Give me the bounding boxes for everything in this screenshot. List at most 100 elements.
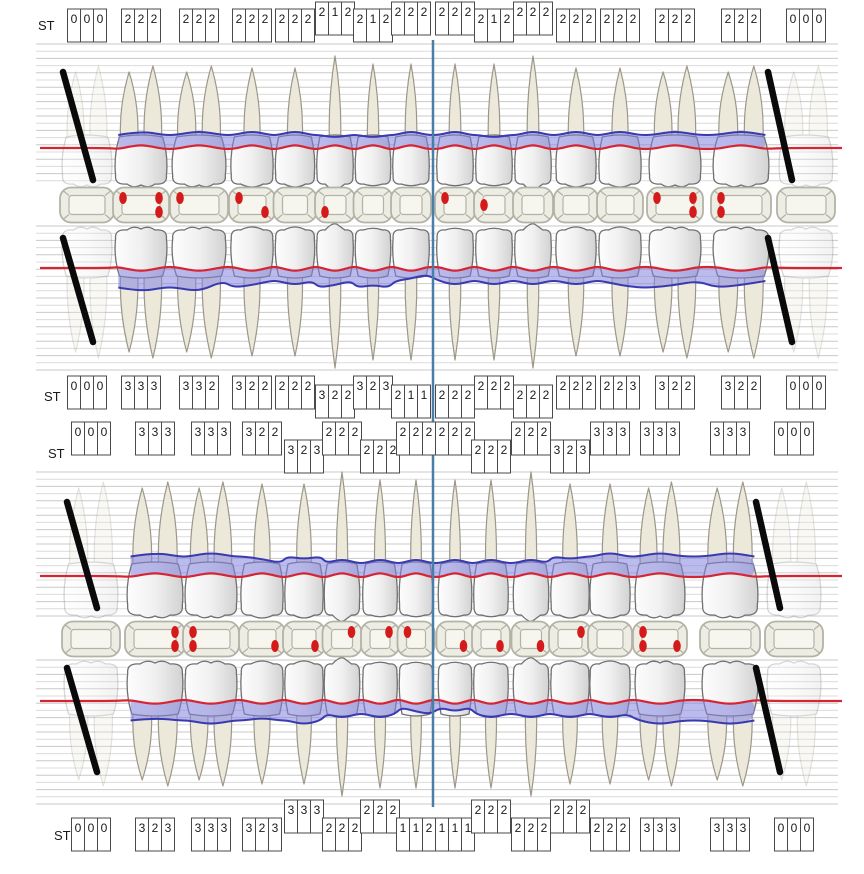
st-cell-lower-lingual-t11-s3[interactable] xyxy=(537,421,551,456)
st-cell-lower-lingual-t14-s3[interactable] xyxy=(666,421,680,456)
tooth-upper-palatal-2[interactable] xyxy=(114,226,168,359)
occlusal-lower-13[interactable] xyxy=(587,620,633,658)
tooth-upper-palatal-9[interactable] xyxy=(436,227,474,361)
occlusal-lower-15[interactable] xyxy=(699,620,761,658)
st-cell-upper-buccal-t5-s3[interactable] xyxy=(301,8,315,43)
tooth-lower-buccal-16[interactable] xyxy=(766,660,822,787)
st-cell-lower-buccal-t1-s3[interactable] xyxy=(97,817,111,852)
occlusal-lower-11[interactable] xyxy=(510,620,552,658)
occlusal-upper-13[interactable] xyxy=(596,186,644,224)
occlusal-upper-4[interactable] xyxy=(228,186,276,224)
tooth-upper-buccal-6[interactable] xyxy=(316,55,354,191)
st-cell-upper-buccal-t15-s3[interactable] xyxy=(747,8,761,43)
occlusal-upper-10[interactable] xyxy=(473,186,515,224)
st-cell-lower-buccal-t3-s3[interactable] xyxy=(217,817,231,852)
tooth-upper-palatal-11[interactable] xyxy=(514,223,552,369)
tooth-upper-palatal-5[interactable] xyxy=(274,226,316,357)
tooth-upper-palatal-8[interactable] xyxy=(392,227,430,361)
st-cell-lower-lingual-t12-s3[interactable] xyxy=(576,439,590,474)
occlusal-lower-9[interactable] xyxy=(435,620,475,658)
st-cell-lower-buccal-t2-s3[interactable] xyxy=(161,817,175,852)
occlusal-upper-14[interactable] xyxy=(646,186,704,224)
st-cell-upper-palatal-t11-s3[interactable] xyxy=(539,384,553,419)
occlusal-facet-line xyxy=(750,648,757,654)
occlusal-surface xyxy=(605,194,635,216)
occlusal-lower-6[interactable] xyxy=(321,620,363,658)
st-cell-lower-lingual-t10-s3[interactable] xyxy=(497,439,511,474)
occlusal-upper-9[interactable] xyxy=(434,186,476,224)
occlusal-lower-3[interactable] xyxy=(182,620,240,658)
occlusal-upper-15[interactable] xyxy=(710,186,772,224)
st-cell-lower-buccal-t4-s3[interactable] xyxy=(268,817,282,852)
st-cell-upper-palatal-t16-s3[interactable] xyxy=(812,375,826,410)
occlusal-upper-1[interactable] xyxy=(59,186,115,224)
tooth-upper-palatal-10[interactable] xyxy=(475,227,513,361)
occlusal-lower-4[interactable] xyxy=(238,620,286,658)
occlusal-lower-10[interactable] xyxy=(471,620,511,658)
st-cell-lower-buccal-t10-s3[interactable] xyxy=(497,799,511,834)
st-cell-lower-lingual-t4-s3[interactable] xyxy=(268,421,282,456)
st-cell-lower-buccal-t15-s3[interactable] xyxy=(736,817,750,852)
st-cell-upper-palatal-t1-s3[interactable] xyxy=(93,375,107,410)
st-cell-lower-lingual-t2-s3[interactable] xyxy=(161,421,175,456)
st-cell-upper-buccal-t8-s3[interactable] xyxy=(417,1,431,36)
tooth-upper-palatal-15[interactable] xyxy=(712,226,770,359)
st-cell-upper-palatal-t4-s3[interactable] xyxy=(258,375,272,410)
st-cell-upper-palatal-t13-s3[interactable] xyxy=(626,375,640,410)
occlusal-upper-12[interactable] xyxy=(553,186,599,224)
st-cell-lower-buccal-t11-s3[interactable] xyxy=(537,817,551,852)
st-cell-upper-palatal-t14-s3[interactable] xyxy=(681,375,695,410)
occlusal-upper-16[interactable] xyxy=(776,186,836,224)
st-cell-lower-lingual-t15-s3[interactable] xyxy=(736,421,750,456)
st-cell-upper-buccal-t16-s3[interactable] xyxy=(812,8,826,43)
st-cell-lower-buccal-t16-s3[interactable] xyxy=(800,817,814,852)
occlusal-upper-3[interactable] xyxy=(169,186,229,224)
st-cell-upper-buccal-t14-s3[interactable] xyxy=(681,8,695,43)
occlusal-upper-6[interactable] xyxy=(314,186,356,224)
st-cell-lower-lingual-t13-s3[interactable] xyxy=(616,421,630,456)
st-cell-lower-lingual-t16-s3[interactable] xyxy=(800,421,814,456)
tooth-upper-palatal-16[interactable] xyxy=(778,226,834,359)
st-cell-lower-buccal-t6-s3[interactable] xyxy=(348,817,362,852)
st-cell-upper-palatal-t5-s3[interactable] xyxy=(301,375,315,410)
tooth-upper-palatal-4[interactable] xyxy=(230,226,274,357)
st-cell-upper-buccal-t2-s3[interactable] xyxy=(147,8,161,43)
occlusal-lower-8[interactable] xyxy=(396,620,436,658)
occlusal-upper-8[interactable] xyxy=(390,186,432,224)
occlusal-upper-7[interactable] xyxy=(352,186,394,224)
st-cell-lower-lingual-t1-s3[interactable] xyxy=(97,421,111,456)
st-cell-upper-palatal-t2-s3[interactable] xyxy=(147,375,161,410)
occlusal-lower-1[interactable] xyxy=(61,620,121,658)
occlusal-upper-11[interactable] xyxy=(512,186,554,224)
st-cell-upper-palatal-t3-s3[interactable] xyxy=(205,375,219,410)
occlusal-lower-5[interactable] xyxy=(282,620,326,658)
st-cell-lower-buccal-t13-s3[interactable] xyxy=(616,817,630,852)
occlusal-lower-2[interactable] xyxy=(124,620,186,658)
st-cell-upper-buccal-t12-s3[interactable] xyxy=(582,8,596,43)
tooth-lower-lingual-6[interactable] xyxy=(323,471,361,622)
st-cell-lower-lingual-t3-s3[interactable] xyxy=(217,421,231,456)
st-cell-upper-buccal-t11-s3[interactable] xyxy=(539,1,553,36)
st-cell-lower-lingual-t6-s3[interactable] xyxy=(348,421,362,456)
occlusal-lower-14[interactable] xyxy=(632,620,688,658)
tooth-upper-palatal-3[interactable] xyxy=(171,226,227,359)
st-cell-upper-palatal-t8-s3[interactable] xyxy=(417,384,431,419)
st-cell-upper-buccal-t3-s3[interactable] xyxy=(205,8,219,43)
st-cell-upper-buccal-t13-s3[interactable] xyxy=(626,8,640,43)
st-cell-lower-buccal-t14-s3[interactable] xyxy=(666,817,680,852)
st-cell-upper-palatal-t12-s3[interactable] xyxy=(582,375,596,410)
tooth-upper-palatal-12[interactable] xyxy=(555,226,597,357)
occlusal-upper-5[interactable] xyxy=(272,186,318,224)
occlusal-lower-7[interactable] xyxy=(360,620,400,658)
st-cell-lower-buccal-t5-s3[interactable] xyxy=(310,799,324,834)
tooth-upper-palatal-14[interactable] xyxy=(648,226,702,359)
st-cell-lower-buccal-t12-s3[interactable] xyxy=(576,799,590,834)
st-cell-upper-buccal-t1-s3[interactable] xyxy=(93,8,107,43)
occlusal-lower-12[interactable] xyxy=(548,620,592,658)
tooth-upper-palatal-13[interactable] xyxy=(598,226,642,357)
occlusal-lower-16[interactable] xyxy=(764,620,824,658)
st-cell-lower-lingual-t5-s3[interactable] xyxy=(310,439,324,474)
st-cell-upper-buccal-t4-s3[interactable] xyxy=(258,8,272,43)
occlusal-upper-2[interactable] xyxy=(112,186,170,224)
st-cell-upper-palatal-t15-s3[interactable] xyxy=(747,375,761,410)
